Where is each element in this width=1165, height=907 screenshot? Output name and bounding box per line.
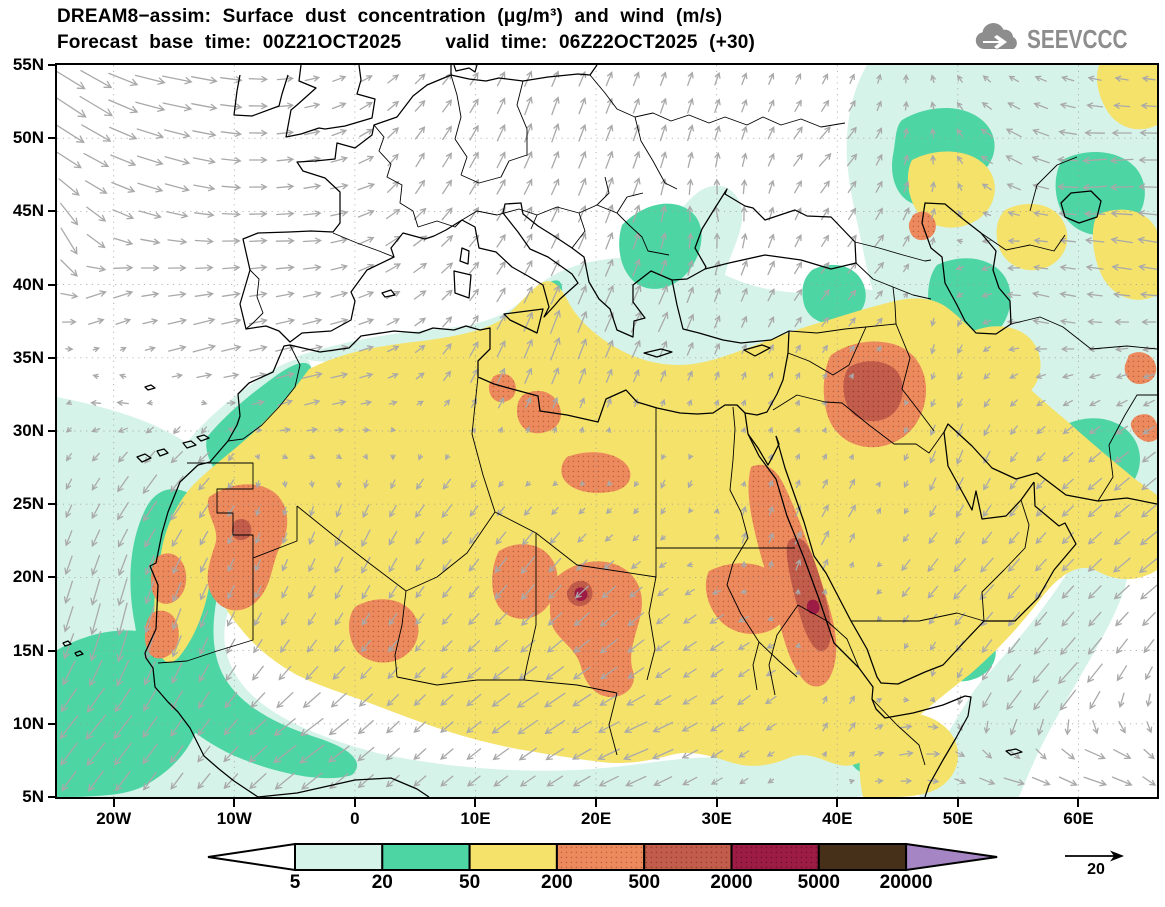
forecast-base-time: Forecast base time: 00Z21OCT2025 xyxy=(57,32,402,53)
lon-tick-label: 20W xyxy=(96,809,132,828)
lon-tick xyxy=(836,799,839,807)
lat-tick-label: 50N xyxy=(12,128,44,148)
lon-tick xyxy=(474,799,477,807)
lon-tick xyxy=(956,799,959,807)
lat-tick xyxy=(48,503,56,506)
lat-tick xyxy=(48,796,56,798)
lon-tick xyxy=(1077,799,1080,807)
lat-tick-label: 45N xyxy=(12,201,44,221)
lon-tick-label: 50E xyxy=(942,809,973,828)
colorbar xyxy=(207,842,998,872)
lat-tick xyxy=(48,576,56,579)
cloud-logo-icon xyxy=(971,20,1023,59)
lon-tick xyxy=(233,799,236,807)
lat-tick-label: 40N xyxy=(12,274,44,294)
lat-tick xyxy=(48,356,56,359)
lon-tick xyxy=(715,799,718,807)
lon-tick xyxy=(595,799,598,807)
lon-tick-label: 30E xyxy=(701,809,732,828)
lat-tick xyxy=(48,210,56,213)
colorbar-tick-label: 20000 xyxy=(879,872,933,893)
colorbar-tick-label: 50 xyxy=(459,872,481,893)
lon-tick-label: 0 xyxy=(350,809,360,828)
colorbar-tick-label: 2000 xyxy=(710,872,753,893)
map-canvas xyxy=(57,65,1157,797)
lon-tick xyxy=(353,799,356,807)
colorbar-tick-label: 200 xyxy=(541,872,573,893)
subtitle: Forecast base time: 00Z21OCT2025 valid ti… xyxy=(57,32,755,54)
lon-tick-label: 60E xyxy=(1063,809,1094,828)
logo-text: SEEVCCC xyxy=(1027,24,1128,54)
colorbar-tick-label: 500 xyxy=(628,872,661,893)
map-frame xyxy=(55,63,1159,799)
lat-tick xyxy=(48,430,56,432)
lat-tick xyxy=(48,283,56,286)
lat-tick-label: 35N xyxy=(12,347,44,367)
lat-tick-label: 5N xyxy=(22,787,44,806)
lon-tick-label: 10E xyxy=(460,809,491,828)
colorbar-tick-label: 5 xyxy=(289,872,301,893)
lat-tick-label: 20N xyxy=(12,567,44,587)
lat-tick xyxy=(48,64,56,66)
lat-tick xyxy=(48,137,56,140)
valid-time: valid time: 06Z22OCT2025 (+30) xyxy=(445,32,756,53)
seevccc-logo: SEEVCCC xyxy=(971,20,1153,59)
lon-tick xyxy=(112,799,115,807)
lat-tick xyxy=(48,649,56,652)
lat-tick-label: 10N xyxy=(12,713,44,733)
wind-reference-label: 20 xyxy=(1087,861,1105,878)
lat-tick-label: 55N xyxy=(12,55,44,74)
lat-tick xyxy=(48,722,56,725)
lat-tick-label: 25N xyxy=(12,494,44,514)
wind-reference-arrow xyxy=(1065,850,1124,862)
lon-tick-label: 20E xyxy=(580,809,612,828)
lon-tick-label: 10W xyxy=(216,809,252,828)
lat-tick-label: 15N xyxy=(12,640,44,660)
colorbar-tick-label: 20 xyxy=(371,872,393,893)
page-title: DREAM8−assim: Surface dust concentration… xyxy=(57,6,723,27)
colorbar-tick-label: 5000 xyxy=(797,872,840,893)
lat-tick-label: 30N xyxy=(12,421,44,440)
lon-tick-label: 40E xyxy=(822,809,853,828)
